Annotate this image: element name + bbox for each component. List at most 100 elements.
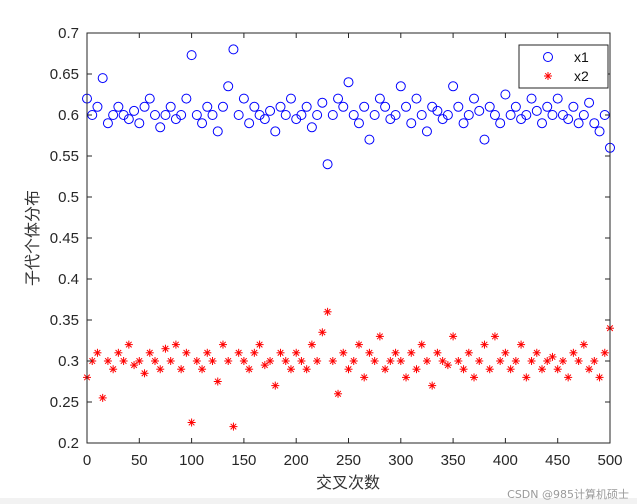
point-x1 xyxy=(484,101,495,112)
point-x1 xyxy=(259,114,270,125)
point-x2 xyxy=(402,373,411,382)
legend-marker-x2 xyxy=(544,72,552,80)
point-x2 xyxy=(585,365,594,374)
point-x1 xyxy=(448,81,459,92)
point-x2 xyxy=(475,357,484,365)
point-x2 xyxy=(93,348,102,357)
point-x2 xyxy=(239,357,248,365)
point-x2 xyxy=(224,357,233,365)
point-x2 xyxy=(135,357,144,365)
point-x2 xyxy=(177,365,186,374)
point-x1 xyxy=(395,81,406,92)
point-x1 xyxy=(495,118,506,129)
point-x1 xyxy=(458,118,469,129)
point-x1 xyxy=(129,105,140,116)
point-x1 xyxy=(474,105,485,116)
point-x1 xyxy=(176,110,187,120)
point-x2 xyxy=(255,340,264,349)
point-x1 xyxy=(160,110,171,120)
point-x2 xyxy=(527,357,536,365)
point-x2 xyxy=(517,340,526,349)
point-x2 xyxy=(496,357,505,365)
point-x1 xyxy=(479,134,490,145)
axis-ticks: 0 50 100 150 200 250 300 350 400 450 500 0.2 0.25 0.3… xyxy=(50,25,623,469)
point-x1 xyxy=(285,93,296,104)
point-x1 xyxy=(165,101,176,112)
point-x2 xyxy=(187,418,196,427)
point-x1 xyxy=(333,93,344,104)
point-x2 xyxy=(506,365,515,374)
point-x2 xyxy=(548,352,557,361)
point-x2 xyxy=(558,357,567,365)
point-x2 xyxy=(114,348,123,357)
point-x2 xyxy=(266,357,275,365)
point-x1 xyxy=(113,101,124,112)
point-x1 xyxy=(197,118,208,129)
point-x2 xyxy=(161,344,170,353)
x-tick-label: 0 xyxy=(83,452,91,469)
point-x2 xyxy=(156,365,165,374)
point-x2 xyxy=(124,340,133,349)
point-x2 xyxy=(365,348,374,357)
point-x2 xyxy=(381,365,390,374)
y-tick-label: 0.2 xyxy=(58,435,79,452)
point-x1 xyxy=(306,122,317,133)
point-x2 xyxy=(213,377,222,386)
point-x2 xyxy=(590,357,599,365)
point-x1 xyxy=(359,101,370,112)
point-x1 xyxy=(369,110,380,120)
x-tick-label: 300 xyxy=(388,452,413,469)
point-x1 xyxy=(568,101,579,112)
point-x2 xyxy=(276,348,285,357)
point-x2 xyxy=(229,422,238,431)
point-x1 xyxy=(108,110,119,120)
x-tick-label: 500 xyxy=(597,452,622,469)
point-x2 xyxy=(271,381,280,390)
point-x1 xyxy=(144,93,155,104)
point-x1 xyxy=(411,93,422,104)
point-x2 xyxy=(396,357,405,365)
point-x1 xyxy=(102,118,113,129)
point-x1 xyxy=(207,110,218,120)
y-axis-label: 子代个体分布 xyxy=(23,190,42,286)
point-x1 xyxy=(181,93,192,104)
x-tick-label: 100 xyxy=(179,452,204,469)
point-x1 xyxy=(463,110,474,120)
point-x2 xyxy=(103,357,112,365)
point-x1 xyxy=(380,101,391,112)
y-tick-label: 0.45 xyxy=(50,230,79,247)
point-x1 xyxy=(244,118,255,129)
point-x1 xyxy=(228,44,239,55)
point-x1 xyxy=(469,93,480,104)
point-x2 xyxy=(171,340,180,349)
point-x2 xyxy=(579,340,588,349)
point-x2 xyxy=(150,357,159,365)
y-tick-label: 0.25 xyxy=(50,394,79,411)
point-x1 xyxy=(317,97,328,108)
point-x1 xyxy=(327,110,338,120)
point-x1 xyxy=(526,93,537,104)
point-x2 xyxy=(234,348,243,357)
point-x2 xyxy=(600,348,609,357)
y-tick-label: 0.3 xyxy=(58,353,79,370)
point-x2 xyxy=(334,389,343,398)
point-x2 xyxy=(391,348,400,357)
legend-marker-x1 xyxy=(543,52,553,62)
point-x2 xyxy=(522,373,531,382)
point-x1 xyxy=(296,110,307,120)
point-x2 xyxy=(109,365,118,374)
x-tick-label: 50 xyxy=(131,452,148,469)
point-x2 xyxy=(553,365,562,374)
point-x1 xyxy=(275,101,286,112)
point-x1 xyxy=(547,110,558,120)
point-x1 xyxy=(97,73,108,84)
point-x1 xyxy=(552,93,563,104)
point-x2 xyxy=(354,340,363,349)
point-x2 xyxy=(323,307,332,316)
y-tick-label: 0.65 xyxy=(50,66,79,83)
point-x2 xyxy=(511,357,520,365)
point-x1 xyxy=(123,114,134,125)
point-x1 xyxy=(139,101,150,112)
point-x2 xyxy=(386,357,395,365)
point-x2 xyxy=(119,357,128,365)
